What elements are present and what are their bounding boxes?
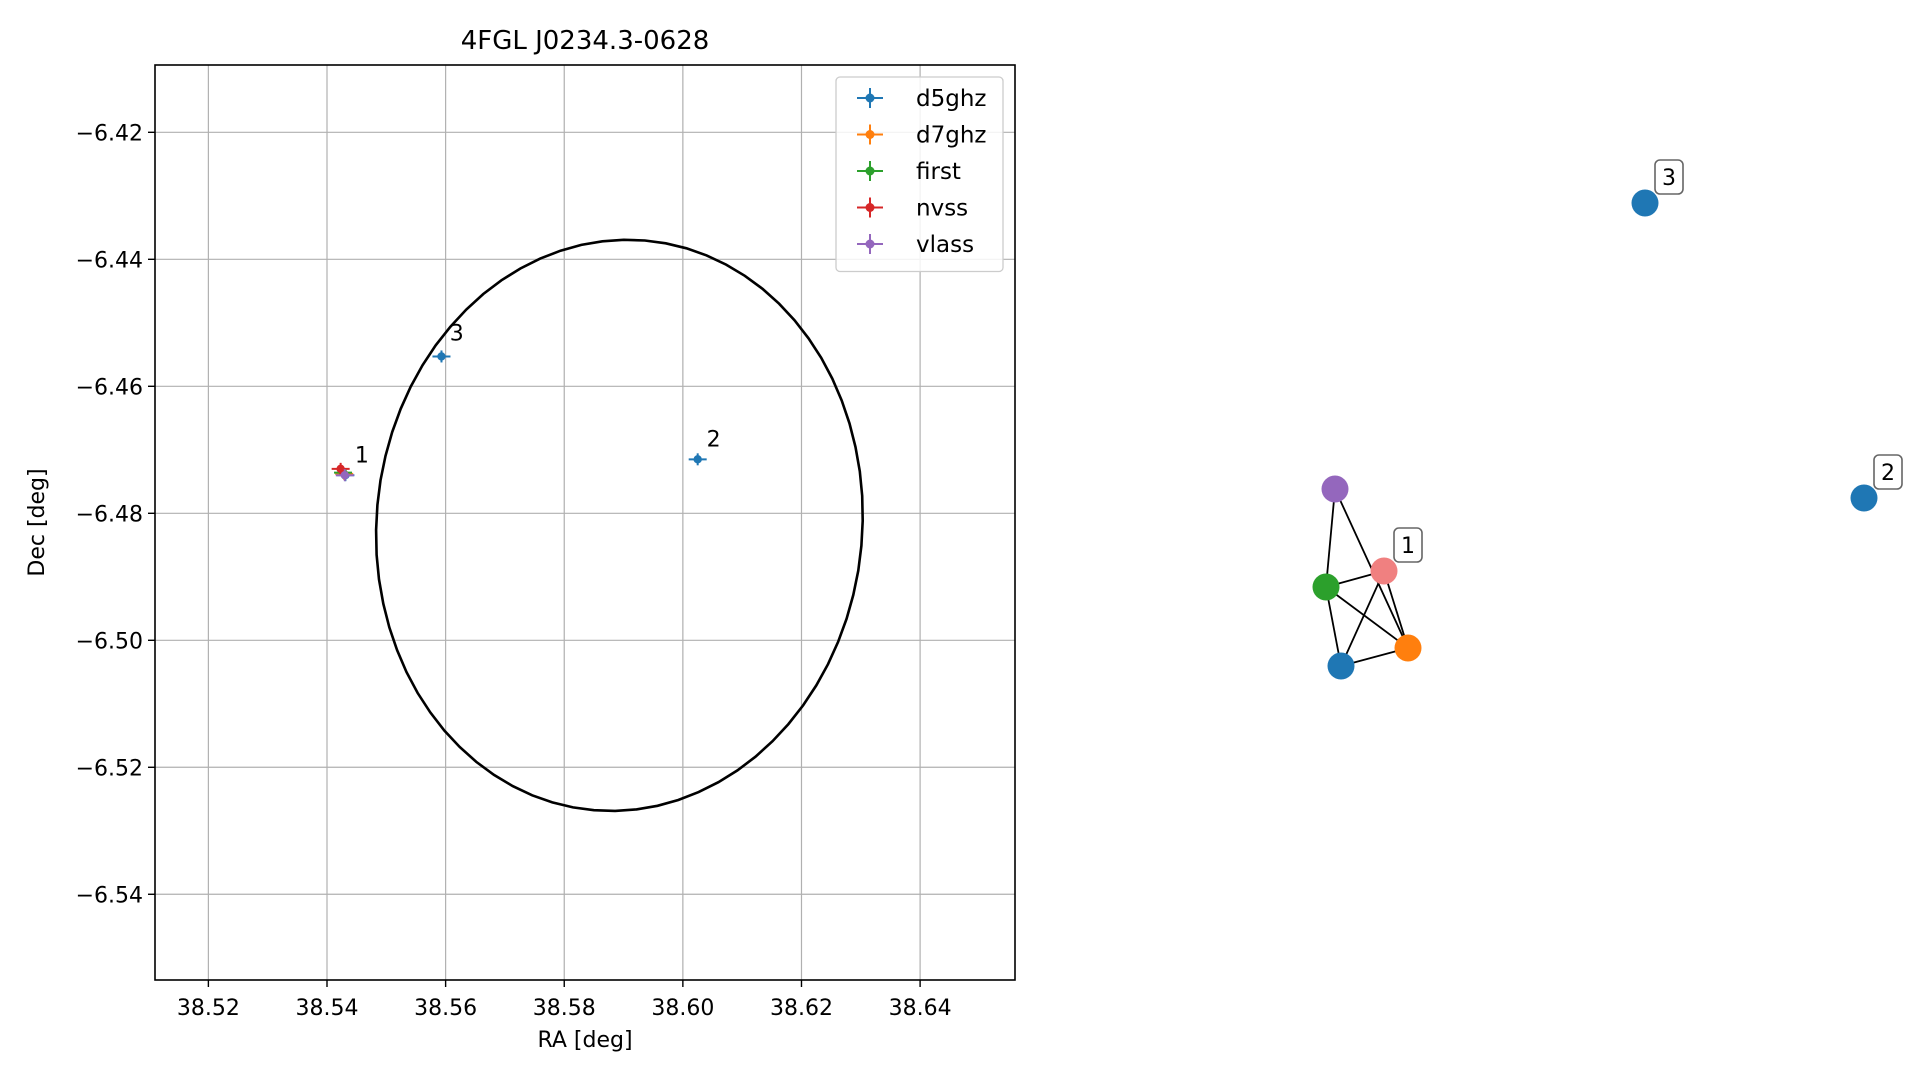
x-tick-label: 38.62 xyxy=(770,996,833,1021)
svg-text:3: 3 xyxy=(1662,166,1676,191)
network-node-nvss xyxy=(1370,557,1398,585)
annotation-label: 2 xyxy=(707,428,721,453)
legend-label: nvss xyxy=(916,196,968,222)
x-tick-label: 38.64 xyxy=(889,996,952,1021)
grid-lines xyxy=(155,65,1015,980)
network-node-d5ghz xyxy=(1327,652,1355,680)
chart-title: 4FGL J0234.3-0628 xyxy=(461,26,710,56)
legend-label: first xyxy=(916,159,961,185)
point-d5ghz xyxy=(688,453,707,466)
y-tick-label: −6.52 xyxy=(76,756,143,781)
x-axis-label: RA [deg] xyxy=(537,1028,632,1053)
annotation-label: 3 xyxy=(450,322,464,347)
network-node-d7ghz xyxy=(1394,634,1422,662)
point-nvss xyxy=(331,462,350,475)
x-ticks: 38.52 38.54 38.56 38.58 38.60 38.62 38.64 xyxy=(177,980,952,1021)
legend-label: vlass xyxy=(916,232,974,258)
annotations-layer: 1 2 3 xyxy=(355,322,721,469)
network-edge xyxy=(1340,570,1385,667)
legend-entry-d7ghz: d7ghz xyxy=(857,123,986,149)
point-vlass xyxy=(335,469,354,482)
y-ticks: −6.42 −6.44 −6.46 −6.48 −6.50 −6.52 −6.54 xyxy=(76,121,155,908)
y-tick-label: −6.50 xyxy=(76,629,143,654)
network-edge xyxy=(1325,586,1409,649)
network-node-src3 xyxy=(1631,189,1659,217)
network-panel: 1 2 3 xyxy=(1312,159,1903,680)
y-tick-label: −6.44 xyxy=(76,248,143,273)
y-tick-label: −6.46 xyxy=(76,375,143,400)
network-node-label: 1 xyxy=(1393,527,1423,563)
y-tick-label: −6.48 xyxy=(76,502,143,527)
network-node-src2 xyxy=(1850,484,1878,512)
network-node-label: 3 xyxy=(1654,159,1684,195)
x-tick-label: 38.52 xyxy=(177,996,240,1021)
legend: d5ghz d7ghz first nvss vlass xyxy=(835,76,1004,273)
y-tick-label: −6.54 xyxy=(76,883,143,908)
x-tick-label: 38.60 xyxy=(651,996,714,1021)
network-node-first xyxy=(1312,573,1340,601)
legend-label: d5ghz xyxy=(916,86,986,112)
y-tick-label: −6.42 xyxy=(76,121,143,146)
point-d5ghz xyxy=(432,350,451,363)
svg-text:1: 1 xyxy=(1401,534,1415,559)
network-node-vlass xyxy=(1321,475,1349,503)
localization-ellipse-layer xyxy=(374,238,865,813)
network-node-labels: 1 2 3 xyxy=(1393,159,1903,563)
legend-entry-d5ghz: d5ghz xyxy=(857,86,986,112)
legend-entry-vlass: vlass xyxy=(857,232,974,258)
legend-frame xyxy=(835,76,1004,273)
network-node-label: 2 xyxy=(1873,454,1903,490)
legend-label: d7ghz xyxy=(916,123,986,149)
x-tick-label: 38.56 xyxy=(414,996,477,1021)
localization-ellipse xyxy=(374,238,865,813)
x-tick-label: 38.54 xyxy=(296,996,359,1021)
points-layer xyxy=(331,350,707,482)
legend-entry-nvss: nvss xyxy=(857,196,968,222)
annotation-label: 1 xyxy=(355,443,369,468)
y-axis-label: Dec [deg] xyxy=(25,468,50,576)
axes-frame xyxy=(154,64,1016,981)
scatter-panel: 123 38.52 38.54 38.56 38.58 38.60 38.62 38.64 … xyxy=(25,26,1016,1053)
x-tick-label: 38.58 xyxy=(533,996,596,1021)
network-nodes xyxy=(1312,189,1878,680)
legend-entry-first: first xyxy=(857,159,961,185)
svg-text:2: 2 xyxy=(1881,461,1895,486)
network-edge xyxy=(1325,488,1336,588)
